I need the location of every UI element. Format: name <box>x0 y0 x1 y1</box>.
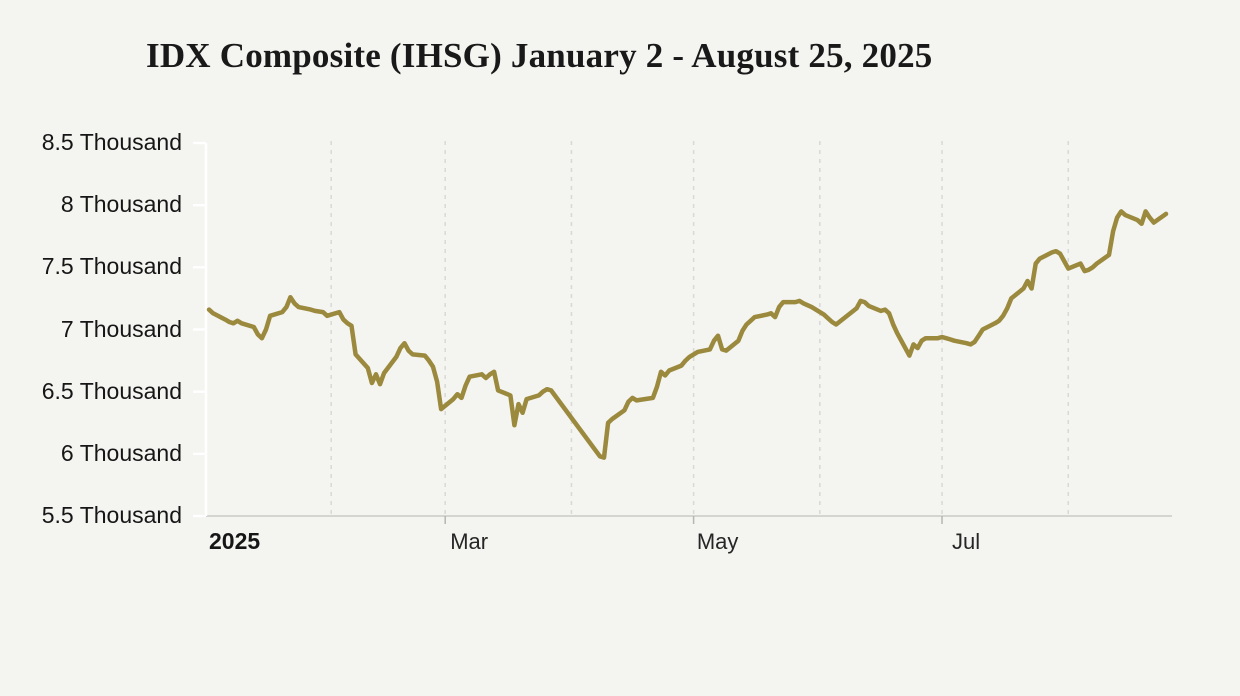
x-axis-month-label: May <box>696 529 739 554</box>
y-axis-label: 5.5 Thousand <box>41 502 182 528</box>
y-axis-label: 6.5 Thousand <box>41 377 182 404</box>
y-axis-label: 7.5 Thousand <box>41 253 182 280</box>
y-axis-label: 7 Thousand <box>60 315 182 342</box>
x-axis-year-label: 2025 <box>209 528 261 554</box>
chart-title: IDX Composite (IHSG) January 2 - August … <box>146 36 933 75</box>
y-axis-label: 6 Thousand <box>60 439 182 466</box>
x-axis-month-label: Mar <box>450 529 489 554</box>
x-axis-month-label: Jul <box>951 529 981 554</box>
y-axis-label: 8.5 Thousand <box>41 129 182 155</box>
price-line <box>206 209 1169 460</box>
y-axis-label: 8 Thousand <box>60 191 182 218</box>
